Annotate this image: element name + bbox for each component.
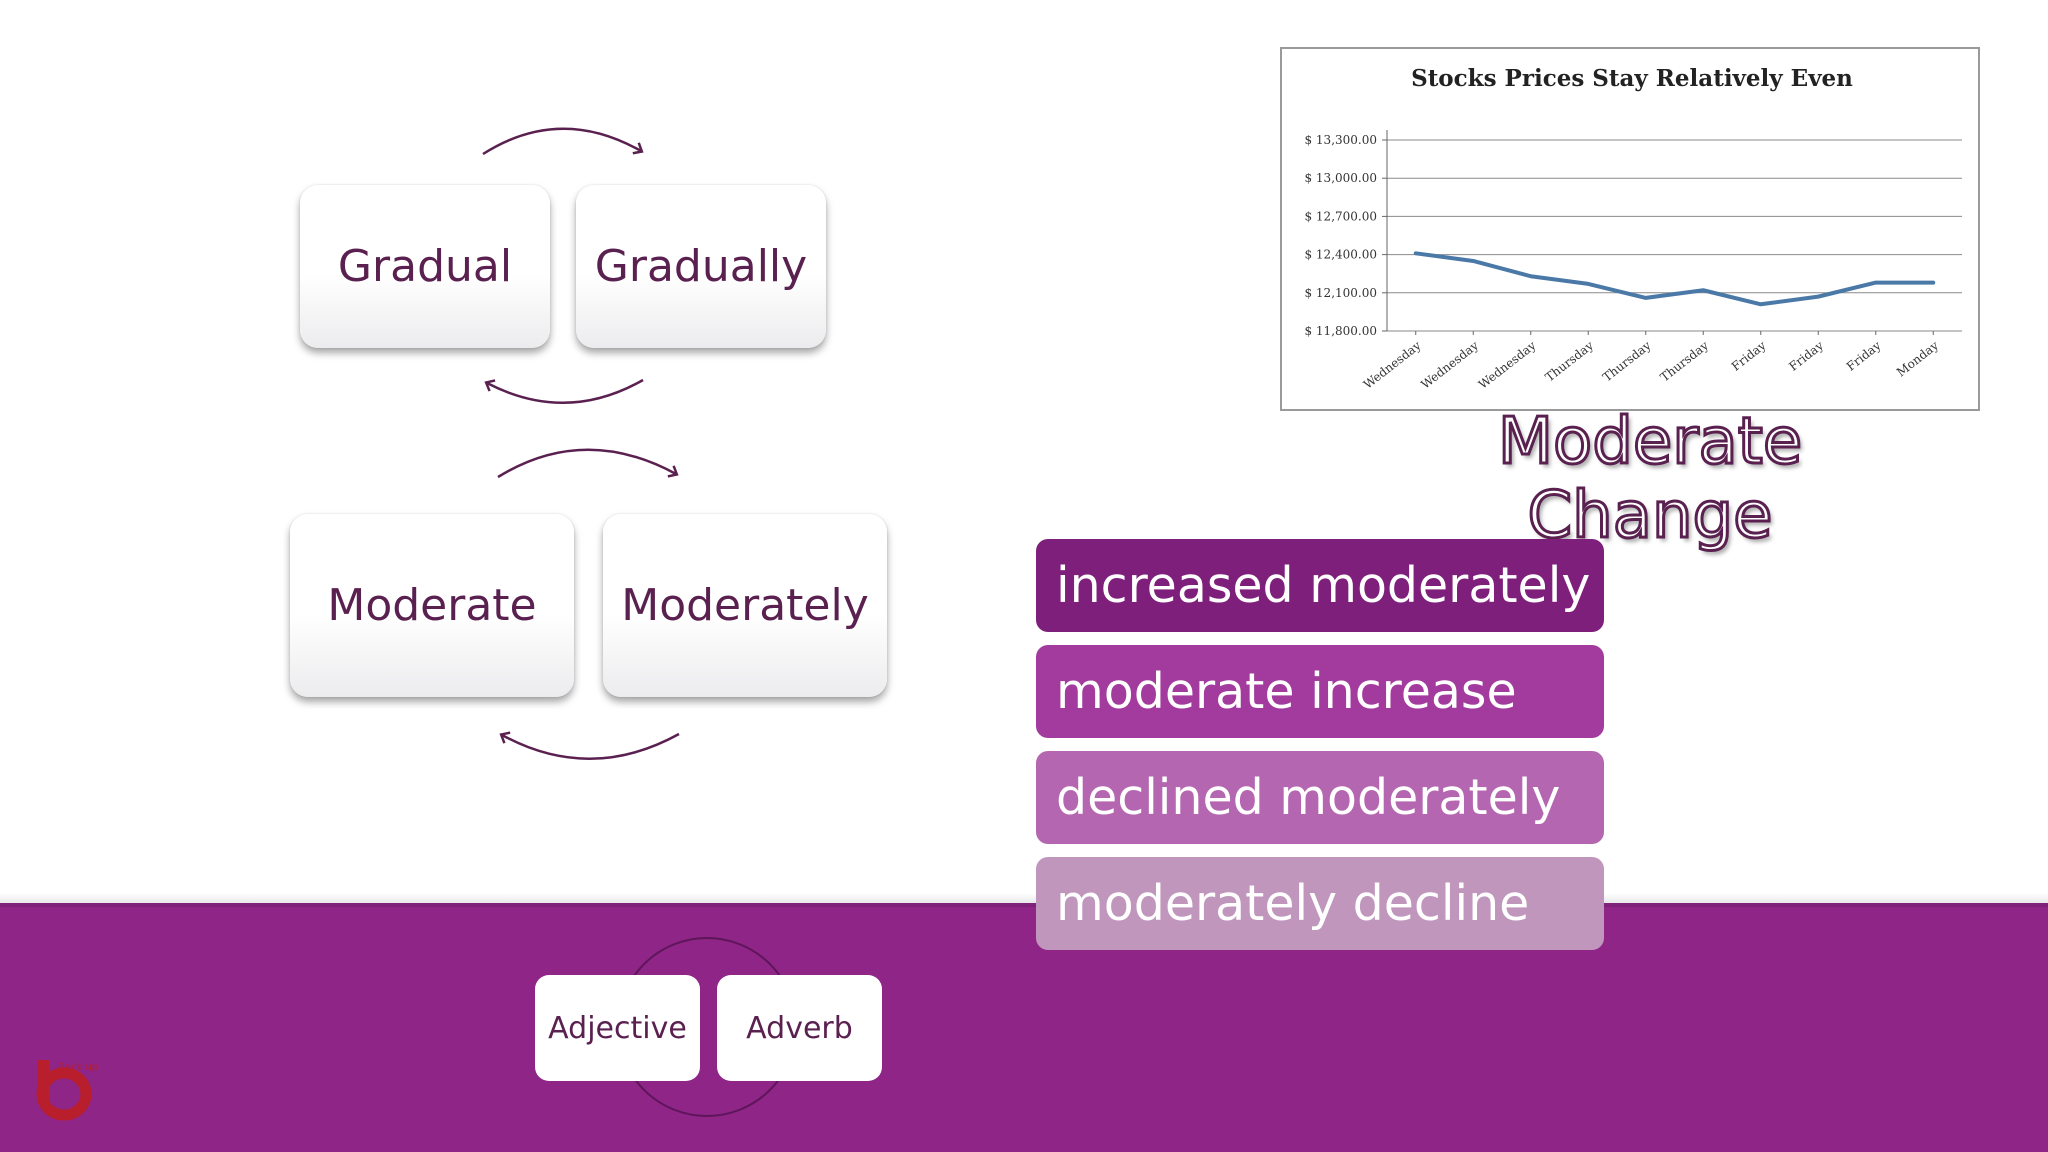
chart-plot: $ 11,800.00 $ 12,100.00 $ 12,400.00 $ 12,70…	[1304, 130, 1962, 392]
data-point	[1759, 302, 1763, 306]
data-point	[1644, 296, 1648, 300]
word-box-moderate: Moderate	[290, 514, 574, 697]
x-tick-label: Friday	[1729, 338, 1769, 373]
data-point	[1931, 281, 1935, 285]
tag-adverb: Adverb	[717, 975, 882, 1081]
y-tick-label: $ 12,400.00	[1304, 248, 1377, 262]
logo-text: Back up	[58, 1062, 98, 1073]
phrase-moderately-decline: moderately decline	[1036, 857, 1604, 950]
phrase-increased-moderately: increased moderately	[1036, 539, 1604, 632]
tag-adjective: Adjective	[535, 975, 700, 1081]
arrow-bottom-2	[499, 731, 680, 760]
stock-chart: Stocks Prices Stay Relatively Even $ 11,…	[1280, 47, 1980, 411]
phrase-label: increased moderately	[1056, 557, 1591, 614]
moderate-change-heading: Moderate Change	[1496, 404, 1803, 555]
x-tick-label: Monday	[1894, 338, 1941, 379]
phrase-label: declined moderately	[1056, 769, 1561, 826]
phrase-label: moderately decline	[1056, 875, 1530, 932]
x-tick-label: Wednesday	[1361, 338, 1424, 391]
word-box-gradual: Gradual	[300, 185, 550, 348]
x-tick-label: Friday	[1786, 338, 1826, 373]
y-tick-label: $ 13,000.00	[1304, 171, 1377, 185]
arrow-bottom-1	[484, 378, 644, 404]
word-gradual: Gradual	[337, 241, 513, 292]
tag-adjective-label: Adjective	[548, 1010, 687, 1046]
word-moderate: Moderate	[327, 580, 537, 631]
x-tick-label: Friday	[1844, 338, 1884, 373]
data-point	[1414, 251, 1418, 255]
word-box-moderately: Moderately	[603, 514, 887, 697]
data-point	[1874, 281, 1878, 285]
phrase-label: moderate increase	[1056, 663, 1517, 720]
x-tick-label: Thursday	[1543, 338, 1597, 384]
data-point	[1529, 274, 1533, 278]
phrase-moderate-increase: moderate increase	[1036, 645, 1604, 738]
y-tick-label: $ 12,700.00	[1304, 209, 1377, 223]
arrow-top-1	[482, 127, 644, 156]
word-box-gradually: Gradually	[576, 185, 826, 348]
series-line	[1413, 251, 1936, 307]
word-moderately: Moderately	[621, 580, 869, 631]
tag-adverb-label: Adverb	[746, 1010, 853, 1046]
data-point	[1816, 295, 1820, 299]
chart-title: Stocks Prices Stay Relatively Even	[1411, 65, 1853, 92]
data-point	[1471, 259, 1475, 263]
y-tick-label: $ 12,100.00	[1304, 286, 1377, 300]
bottom-band	[0, 903, 2048, 1152]
x-tick-label: Wednesday	[1476, 338, 1539, 391]
y-tick-label: $ 11,800.00	[1304, 324, 1377, 338]
y-tick-label: $ 13,300.00	[1304, 133, 1377, 147]
x-tick-label: Thursday	[1658, 338, 1712, 384]
data-point	[1586, 282, 1590, 286]
backup-logo: Back up	[36, 1060, 98, 1121]
x-tick-label: Thursday	[1600, 338, 1654, 384]
x-tick-label: Wednesday	[1418, 338, 1481, 391]
phrase-declined-moderately: declined moderately	[1036, 751, 1604, 844]
word-gradually: Gradually	[594, 241, 808, 292]
arrow-top-2	[497, 448, 679, 479]
data-point	[1701, 288, 1705, 292]
